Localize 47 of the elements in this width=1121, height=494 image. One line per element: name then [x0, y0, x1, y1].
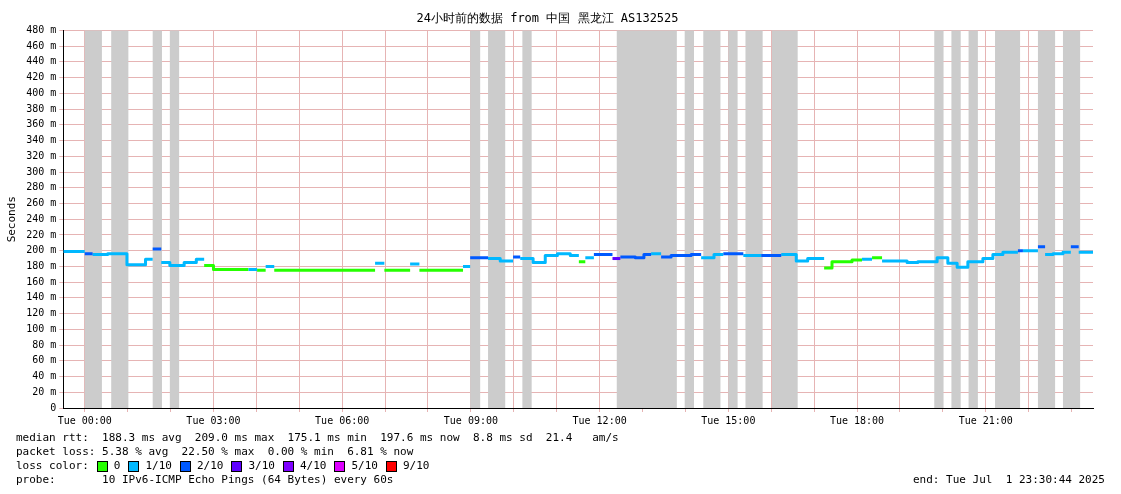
x-tick-label: Tue 12:00 [572, 414, 627, 426]
x-tick-label: Tue 06:00 [315, 414, 370, 426]
y-tick-label: 300 m [26, 165, 57, 177]
y-tick-label: 360 m [26, 118, 57, 130]
y-tick-label: 80 m [32, 338, 57, 350]
legend-label: 0 [113, 459, 121, 473]
y-tick-label: 420 m [26, 71, 57, 83]
y-tick-label: 180 m [26, 259, 57, 271]
legend-label: 5/10 [351, 459, 378, 473]
y-tick-label: 240 m [26, 212, 57, 224]
y-tick-label: 20 m [32, 385, 57, 397]
y-tick-label: 160 m [26, 275, 57, 287]
text: median rtt: 188.3 ms avg 209.0 ms max 175.1 ms min 197.6 ms now 8.8 ms sd 21.4 am/s [16, 431, 619, 445]
text: probe: 10 IPv6-ICMP Echo Pings (64 Bytes) every 60s [16, 473, 395, 487]
y-tick-label: 100 m [26, 322, 57, 334]
y-tick-label: 400 m [26, 86, 57, 98]
x-tick-label: Tue 18:00 [829, 414, 885, 426]
y-tick-label: 460 m [26, 39, 57, 51]
y-tick-label: 320 m [26, 149, 57, 161]
y-tick-label: 0 [50, 401, 57, 413]
y-tick-label: 480 m [26, 23, 57, 35]
x-tick-label: Tue 09:00 [443, 414, 498, 426]
y-tick-label: 140 m [26, 291, 57, 303]
y-tick-label: 340 m [26, 134, 57, 146]
y-tick-label: 260 m [26, 197, 57, 209]
legend-title: loss color: [16, 459, 89, 473]
x-tick-label: Tue 21:00 [958, 414, 1013, 426]
legend-label: 2/10 [196, 459, 224, 473]
y-tick-label: 440 m [26, 55, 57, 67]
y-tick-label: 120 m [26, 307, 57, 319]
y-tick-label: 40 m [32, 370, 57, 382]
legend-label: 4/10 [299, 459, 327, 473]
y-tick-label: 60 m [32, 354, 57, 366]
x-tick-label: Tue 03:00 [186, 414, 241, 426]
legend-label: 1/10 [145, 459, 172, 473]
y-tick-label: 280 m [26, 181, 57, 193]
y-tick-label: 220 m [26, 228, 57, 240]
text: packet loss: 5.38 % avg 22.50 % max 0.00 % min 6.81 % now [16, 445, 415, 459]
y-tick-label: 380 m [26, 102, 57, 114]
legend-label: 3/10 [248, 459, 275, 473]
x-tick-label: Tue 00:00 [57, 414, 112, 426]
y-tick-label: 200 m [26, 244, 57, 256]
x-tick-label: Tue 15:00 [701, 414, 756, 426]
chart-title: 24小时前的数据 from 中国 黑龙江 AS132525 [416, 11, 679, 26]
text: end: Tue Jul 1 23:30:44 2025 [912, 473, 1105, 486]
y-axis-title: Seconds [5, 196, 19, 243]
legend-label: 9/10 [402, 459, 430, 473]
